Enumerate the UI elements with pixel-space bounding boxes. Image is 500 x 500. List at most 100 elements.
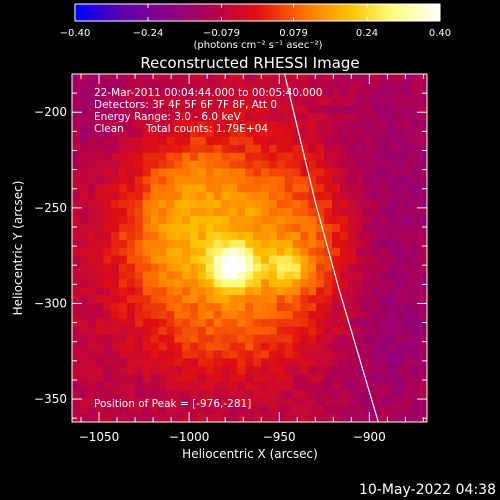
heatmap-cell — [150, 231, 160, 241]
heatmap-cell — [237, 295, 246, 304]
heatmap-cell — [87, 216, 96, 225]
heatmap-cell — [142, 113, 152, 122]
heatmap-cell — [103, 223, 112, 233]
heatmap-cell — [324, 405, 333, 415]
heatmap-cell — [276, 105, 286, 114]
heatmap-cell — [410, 390, 420, 399]
heatmap-cell — [371, 366, 380, 375]
heatmap-cell — [324, 295, 333, 304]
heatmap-cell — [87, 223, 96, 233]
heatmap-cell — [276, 366, 286, 375]
heatmap-cell — [395, 279, 404, 288]
heatmap-cell — [166, 247, 175, 257]
heatmap-cell — [410, 121, 420, 130]
heatmap-cell — [347, 271, 357, 280]
heatmap-cell — [174, 326, 183, 336]
heatmap-cell — [197, 136, 207, 146]
heatmap-cell — [126, 334, 136, 344]
heatmap-cell — [355, 382, 365, 391]
heatmap-cell — [190, 89, 199, 99]
heatmap-cell — [410, 231, 420, 241]
heatmap-cell — [166, 382, 175, 391]
heatmap-cell — [213, 239, 223, 249]
heatmap-cell — [111, 168, 120, 178]
x-tick-label: −1000 — [169, 430, 210, 444]
heatmap-cell — [403, 271, 412, 280]
heatmap-cell — [292, 287, 302, 296]
heatmap-cell — [403, 255, 412, 265]
heatmap-cell — [347, 121, 357, 130]
heatmap-cell — [355, 334, 365, 344]
heatmap-cell — [276, 208, 286, 217]
heatmap-cell — [292, 152, 302, 162]
heatmap-cell — [355, 160, 365, 170]
heatmap-cell — [95, 397, 104, 407]
heatmap-cell — [316, 97, 325, 106]
heatmap-cell — [174, 263, 183, 273]
heatmap-cell — [197, 358, 207, 367]
heatmap-cell — [268, 74, 278, 83]
heatmap-cell — [229, 287, 238, 296]
heatmap-cell — [150, 184, 160, 193]
heatmap-cell — [213, 374, 223, 383]
heatmap-cell — [292, 358, 302, 367]
heatmap-cell — [213, 358, 223, 367]
heatmap-cell — [150, 74, 160, 83]
heatmap-cell — [395, 129, 404, 138]
heatmap-cell — [347, 160, 357, 170]
heatmap-cell — [213, 303, 223, 312]
heatmap-cell — [205, 208, 215, 217]
heatmap-cell — [182, 192, 191, 201]
heatmap-cell — [324, 326, 333, 336]
heatmap-cell — [142, 334, 152, 344]
heatmap-cell — [237, 105, 246, 114]
heatmap-cell — [403, 160, 412, 170]
heatmap-cell — [347, 216, 357, 225]
heatmap-cell — [339, 74, 349, 83]
heatmap-cell — [284, 413, 294, 422]
heatmap-cell — [292, 216, 302, 225]
heatmap-cell — [197, 295, 207, 304]
heatmap-cell — [103, 247, 112, 257]
heatmap-cell — [221, 271, 231, 280]
heatmap-cell — [276, 279, 286, 288]
heatmap-cell — [95, 113, 104, 122]
heatmap-cell — [79, 176, 89, 186]
heatmap-cell — [182, 271, 191, 280]
heatmap-cell — [158, 390, 167, 399]
heatmap-cell — [111, 144, 120, 154]
heatmap-cell — [119, 310, 128, 320]
heatmap-cell — [190, 129, 199, 138]
heatmap-cell — [339, 413, 349, 422]
heatmap-cell — [79, 295, 89, 304]
heatmap-cell — [150, 295, 160, 304]
heatmap-cell — [150, 390, 160, 399]
heatmap-cell — [103, 160, 112, 170]
heatmap-cell — [363, 144, 373, 154]
heatmap-cell — [371, 105, 380, 114]
heatmap-cell — [379, 390, 388, 399]
heatmap-cell — [253, 121, 262, 130]
heatmap-cell — [410, 152, 420, 162]
heatmap-cell — [174, 184, 183, 193]
heatmap-cell — [103, 176, 112, 186]
heatmap-cell — [379, 350, 388, 360]
heatmap-cell — [308, 287, 317, 296]
heatmap-cell — [174, 271, 183, 280]
heatmap-cell — [158, 223, 167, 233]
heatmap-cell — [410, 81, 420, 91]
heatmap-cell — [300, 271, 309, 280]
heatmap-cell — [387, 255, 396, 265]
heatmap-cell — [72, 239, 81, 249]
heatmap-cell — [347, 144, 357, 154]
heatmap-cell — [292, 397, 302, 407]
heatmap-cell — [292, 366, 302, 375]
heatmap-cell — [403, 239, 412, 249]
heatmap-cell — [119, 413, 128, 422]
heatmap-cell — [387, 310, 396, 320]
heatmap-cell — [182, 239, 191, 249]
heatmap-cell — [166, 223, 175, 233]
heatmap-cell — [150, 263, 160, 273]
heatmap-cell — [205, 136, 215, 146]
heatmap-cell — [316, 397, 325, 407]
